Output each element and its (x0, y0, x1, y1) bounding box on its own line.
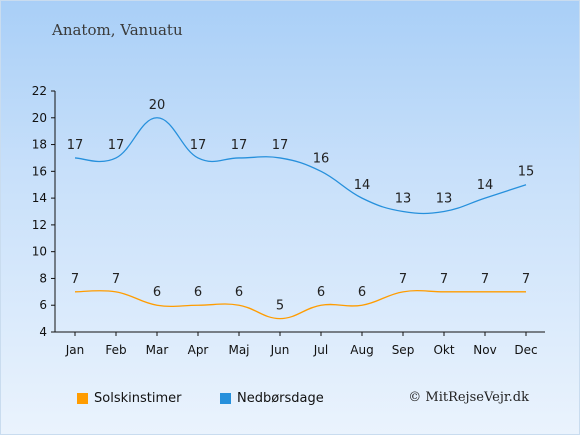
x-tick-label: Dec (514, 343, 537, 357)
data-label-sunshine: 6 (194, 285, 202, 300)
y-tick-label: 12 (32, 218, 47, 232)
data-label-rain-days: 17 (67, 138, 84, 153)
y-tick-label: 6 (39, 298, 47, 312)
y-tick-label: 10 (32, 245, 47, 259)
data-label-rain-days: 14 (477, 178, 494, 193)
data-label-sunshine: 7 (522, 272, 530, 287)
x-tick-label: Okt (433, 343, 454, 357)
y-tick-label: 16 (32, 164, 47, 178)
data-label-rain-days: 17 (108, 138, 125, 153)
data-label-rain-days: 16 (313, 151, 330, 166)
data-label-rain-days: 17 (272, 138, 289, 153)
legend-item-rain-days: Nedbørsdage (220, 391, 324, 406)
data-label-sunshine: 7 (440, 272, 448, 287)
data-label-rain-days: 17 (231, 138, 248, 153)
data-label-sunshine: 6 (235, 285, 243, 300)
data-label-sunshine: 7 (112, 272, 120, 287)
data-label-sunshine: 7 (481, 272, 489, 287)
data-label-sunshine: 6 (317, 285, 325, 300)
x-tick-label: Jul (313, 343, 328, 357)
legend-item-sunshine: Solskinstimer (77, 391, 181, 406)
x-tick-label: Nov (473, 343, 496, 357)
x-tick-label: Aug (350, 343, 373, 357)
data-label-sunshine: 7 (71, 272, 79, 287)
legend-label-sunshine: Solskinstimer (94, 391, 182, 406)
series-line-sunshine (74, 290, 526, 320)
legend-swatch-rain-days (220, 393, 231, 404)
x-tick-label: Feb (105, 343, 126, 357)
data-label-sunshine: 5 (276, 299, 284, 314)
x-tick-label: Jan (65, 343, 85, 357)
site-credit: © MitRejseVejr.dk (408, 390, 529, 405)
legend-swatch-sunshine (77, 393, 88, 404)
chart-title: Anatom, Vanuatu (52, 21, 183, 39)
data-label-sunshine: 6 (358, 285, 366, 300)
data-label-rain-days: 14 (354, 178, 371, 193)
y-tick-label: 8 (39, 271, 47, 285)
series-line-rain-days (74, 117, 527, 215)
data-label-rain-days: 17 (190, 138, 207, 153)
y-tick-label: 14 (32, 191, 47, 205)
data-label-sunshine: 7 (399, 272, 407, 287)
x-tick-label: Sep (392, 343, 415, 357)
data-label-rain-days: 20 (149, 98, 166, 113)
y-tick-label: 22 (32, 84, 47, 98)
x-tick-label: Mar (146, 343, 169, 357)
y-tick-label: 20 (32, 111, 47, 125)
x-tick-label: Apr (188, 343, 209, 357)
data-label-sunshine: 6 (153, 285, 161, 300)
x-tick-label: Jun (270, 343, 290, 357)
data-label-rain-days: 15 (518, 165, 535, 180)
legend-label-rain-days: Nedbørsdage (237, 391, 324, 406)
y-tick-label: 18 (32, 138, 47, 152)
data-label-rain-days: 13 (395, 192, 412, 207)
data-label-rain-days: 13 (436, 192, 453, 207)
x-tick-label: Maj (228, 343, 249, 357)
y-tick-label: 4 (39, 325, 47, 339)
